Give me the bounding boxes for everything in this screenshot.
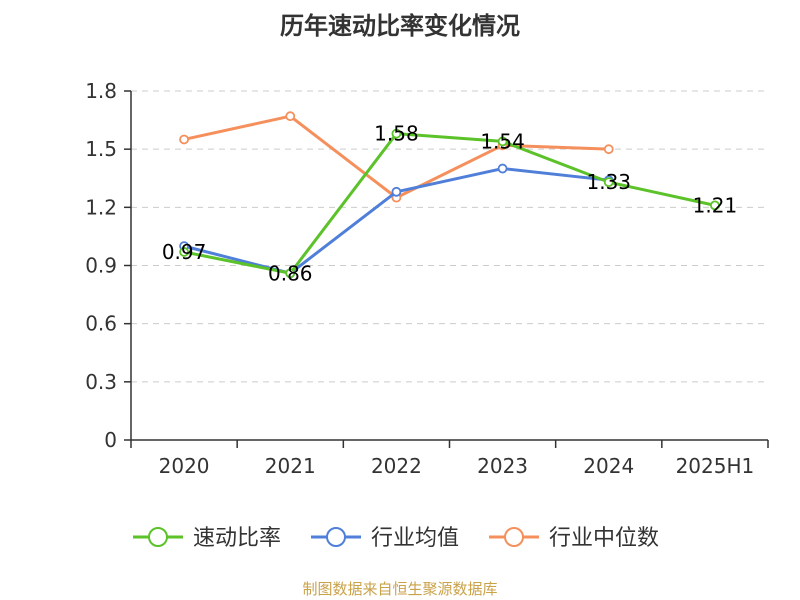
y-tick-label: 1.5 — [85, 137, 117, 161]
x-tick-label: 2025H1 — [676, 454, 755, 478]
series-point-1 — [285, 268, 296, 279]
series-point-2 — [497, 163, 508, 174]
data-label: 0.86 — [268, 261, 313, 285]
y-tick-label: 0.6 — [85, 312, 117, 336]
data-label: 1.21 — [693, 193, 738, 217]
y-tick-label: 1.2 — [85, 195, 117, 219]
series-point-3 — [603, 144, 614, 155]
series-point-3 — [179, 134, 189, 145]
x-tick-label: 2024 — [583, 454, 634, 478]
legend-label: 行业均值 — [371, 526, 459, 551]
legend-marker — [326, 527, 346, 547]
series-lines — [179, 111, 720, 279]
source-note: 制图数据来自恒生聚源数据库 — [302, 580, 498, 598]
y-tick-label: 0 — [104, 428, 117, 452]
x-tick-label: 2023 — [477, 454, 528, 478]
legend-marker — [504, 527, 524, 547]
series-line-1 — [183, 132, 716, 275]
y-tick-label: 1.8 — [85, 79, 117, 103]
data-labels: 0.97 0.86 1.58 1.54 1.33 1.21 — [162, 122, 737, 286]
series-point-1 — [179, 247, 189, 257]
legend: 速动比率 行业均值 行业中位数 — [133, 526, 659, 551]
data-label: 1.58 — [374, 122, 419, 146]
legend-label: 速动比率 — [193, 526, 281, 551]
y-tick-label: 0.9 — [85, 254, 117, 278]
series-point-3 — [285, 111, 296, 122]
x-tick-label: 2021 — [265, 454, 316, 478]
legend-marker — [148, 527, 168, 547]
axes: 0 0.3 0.6 0.9 1.2 1.5 1.8 2020 2021 2022 2023 2024 2… — [85, 79, 769, 478]
x-tick-label: 2020 — [159, 454, 210, 478]
series-point-2 — [391, 186, 402, 197]
data-label: 1.54 — [480, 129, 525, 153]
data-label: 0.97 — [162, 240, 207, 264]
series-point-1 — [710, 200, 720, 211]
y-tick-label: 0.3 — [85, 370, 117, 394]
legend-label: 行业中位数 — [549, 526, 659, 551]
x-tick-label: 2022 — [371, 454, 422, 478]
grid-lines — [131, 90, 768, 383]
series-line-2 — [183, 167, 609, 275]
data-label: 1.33 — [586, 170, 631, 194]
series-point-1 — [391, 128, 402, 139]
series-point-1 — [497, 136, 508, 147]
series-point-1 — [603, 177, 614, 188]
chart-title: 历年速动比率变化情况 — [280, 12, 520, 40]
